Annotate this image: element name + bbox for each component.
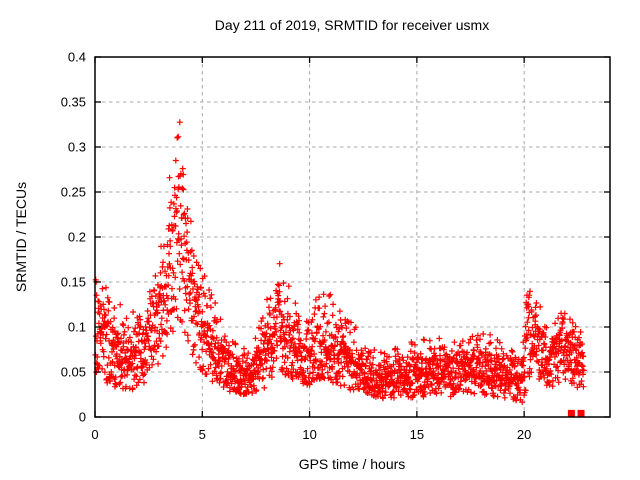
square-marker: [567, 409, 575, 417]
x-tick-label: 20: [517, 427, 531, 442]
y-tick-label: 0.4: [68, 50, 86, 65]
x-tick-label: 5: [199, 427, 206, 442]
y-tick-label: 0: [79, 410, 86, 425]
x-tick-label: 0: [91, 427, 98, 442]
y-tick-label: 0.35: [61, 95, 86, 110]
y-tick-label: 0.25: [61, 185, 86, 200]
tick-marks: [94, 56, 610, 418]
y-tick-label: 0.3: [68, 140, 86, 155]
y-tick-label: 0.1: [68, 320, 86, 335]
chart-title: Day 211 of 2019, SRMTID for receiver usm…: [215, 17, 489, 33]
end-of-day-square-markers: [567, 409, 585, 417]
x-tick-label: 15: [410, 427, 424, 442]
y-tick-label: 0.2: [68, 230, 86, 245]
data-points: [92, 119, 587, 406]
y-tick-label: 0.15: [61, 275, 86, 290]
y-tick-label: 0.05: [61, 365, 86, 380]
scatter-plus-markers: [92, 119, 587, 406]
x-axis-label: GPS time / hours: [299, 456, 406, 472]
x-tick-label: 10: [302, 427, 316, 442]
y-axis-label: SRMTID / TECUs: [13, 182, 29, 292]
square-marker: [577, 409, 585, 417]
tick-labels: 0 5 10 15 20 0 0.05 0.1 0.15 0.2 0.25 0.3 0.35 0.4: [61, 50, 532, 443]
